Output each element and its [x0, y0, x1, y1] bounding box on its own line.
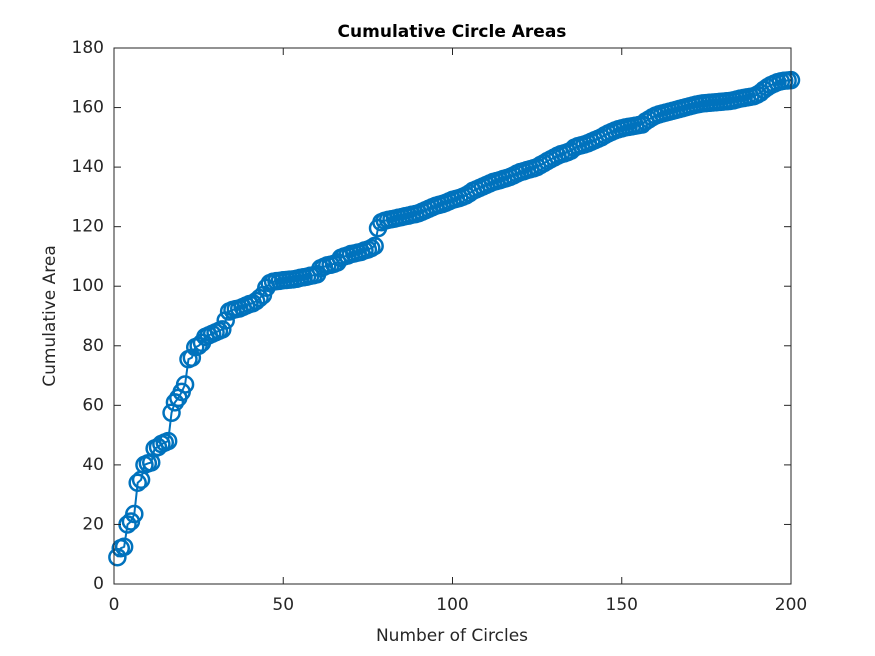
plot-area — [114, 48, 791, 584]
marker — [125, 504, 144, 524]
x-tick-label: 200 — [775, 595, 807, 615]
plot — [108, 70, 801, 567]
marker — [114, 537, 134, 557]
marker — [365, 236, 384, 256]
y-tick-label: 160 — [72, 98, 104, 118]
y-tick-label: 20 — [82, 514, 104, 534]
y-tick-label: 40 — [82, 455, 104, 475]
y-tick-label: 120 — [72, 217, 104, 237]
y-tick-label: 80 — [82, 336, 104, 356]
y-tick-label: 180 — [72, 38, 104, 58]
x-tick-label: 0 — [109, 595, 120, 615]
marker — [128, 473, 147, 493]
y-axis-label: Cumulative Area — [40, 245, 60, 387]
marker — [162, 403, 181, 423]
chart-title: Cumulative Circle Areas — [338, 22, 567, 42]
y-tick-label: 100 — [72, 276, 104, 296]
x-tick-label: 50 — [272, 595, 294, 615]
x-axis-label: Number of Circles — [376, 626, 528, 646]
y-tick-label: 0 — [93, 574, 104, 594]
marker — [158, 431, 178, 451]
marker — [213, 320, 232, 339]
y-tick-label: 140 — [72, 157, 104, 177]
x-tick-label: 100 — [436, 595, 468, 615]
marker — [175, 375, 195, 394]
x-tick-label: 150 — [606, 595, 638, 615]
y-tick-label: 60 — [82, 395, 104, 415]
